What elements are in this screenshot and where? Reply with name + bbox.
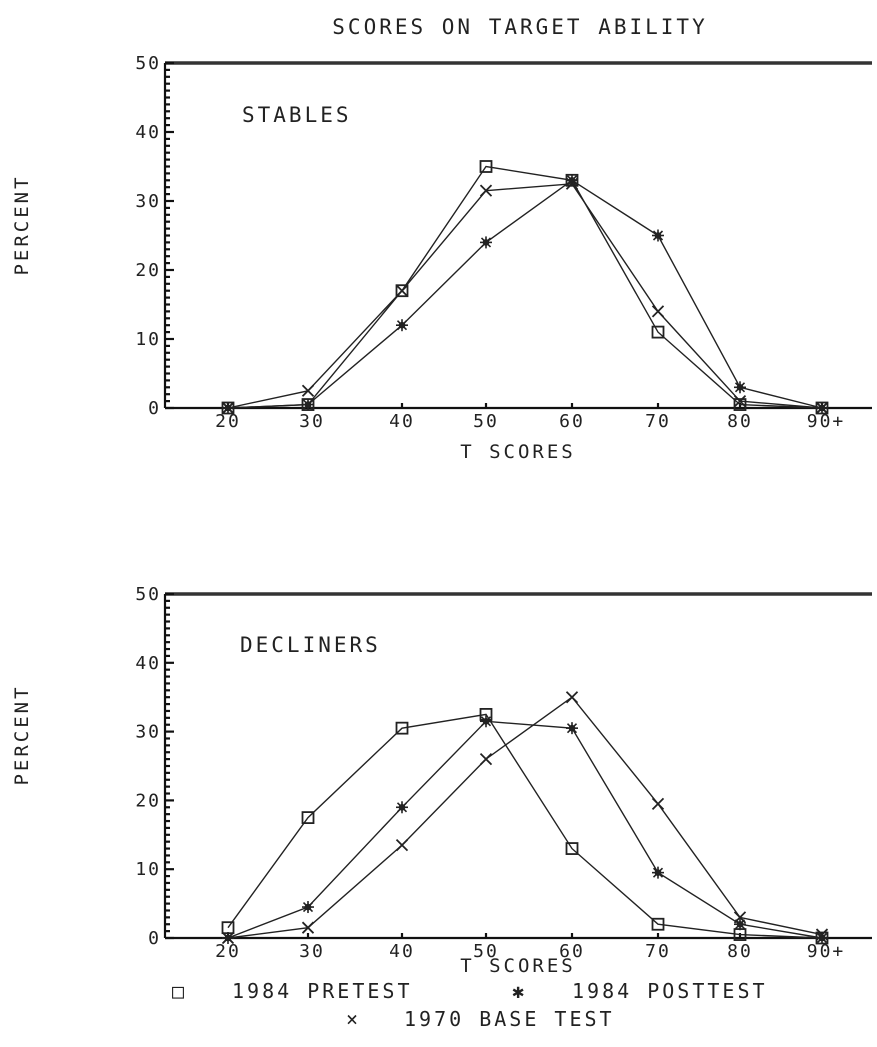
x-tick-label: 90+ [807,941,846,962]
data-point [651,917,665,931]
legend-symbol-pretest: □ [172,979,187,1003]
data-point [301,921,315,934]
data-point [651,325,665,339]
data-point [651,305,665,318]
y-tick-label: 40 [135,653,161,674]
data-point [396,801,408,814]
x-tick-label: 60 [559,941,585,962]
data-point [652,866,664,879]
data-point [395,838,409,852]
y-tick-label: 50 [135,53,161,74]
y-tick-label: 10 [135,329,161,350]
data-point [395,284,409,298]
data-point [733,911,747,924]
series-star [222,715,828,944]
x-tick-label: 40 [389,941,415,962]
series-line [227,179,823,409]
legend-label-pretest: 1984 PRETEST [232,979,413,1003]
y-axis-title-decliners: PERCENT [11,684,33,785]
series-square [221,160,829,415]
panel-label-stables: STABLES [242,103,352,127]
x-tick-label: 90+ [807,411,846,432]
data-point [565,177,579,190]
data-point [221,401,235,415]
x-tick-label: 70 [645,411,671,432]
x-tick-label: 30 [299,941,325,962]
data-point [479,752,493,766]
x-tick-label: 50 [473,411,499,432]
x-tick-label: 50 [473,941,499,962]
series-line [227,183,823,409]
y-tick-label: 30 [135,191,161,212]
data-point [301,384,315,397]
data-point [652,229,664,242]
series-square [221,708,829,945]
x-tick-label: 60 [559,411,585,432]
y-tick-label: 30 [135,722,161,743]
data-point [480,236,492,249]
y-tick-label: 20 [135,790,161,811]
series-x [221,691,829,945]
data-point [479,184,493,197]
data-point [815,401,829,415]
data-point [733,398,747,411]
data-point [302,901,314,914]
data-point [480,715,492,728]
series-line [227,165,823,409]
x-tick-label: 80 [727,941,753,962]
chart-title: SCORES ON TARGET ABILITY [332,15,707,39]
x-tick-label: 20 [215,411,241,432]
data-point [302,398,314,411]
data-point [565,691,579,704]
panel-label-decliners: DECLINERS [240,633,381,657]
data-point [395,721,409,735]
legend-symbol-base-test: × [346,1007,361,1031]
legend-label-posttest: 1984 POSTTEST [572,979,768,1003]
y-tick-label: 0 [148,398,161,419]
series-star [222,174,828,414]
data-point [734,918,746,931]
stables-panel: STABLES PERCENT T SCORES 0 10 20 30 40 50 20 30… [11,53,872,463]
data-point [301,811,315,824]
series-x [221,177,829,415]
legend-label-base-test: 1970 BASE TEST [404,1007,615,1031]
data-point [815,928,829,941]
y-axis-title-stables: PERCENT [11,174,33,275]
data-point [734,381,746,394]
y-tick-label: 50 [135,584,161,605]
data-point [651,797,665,810]
x-tick-label: 20 [215,941,241,962]
x-tick-label: 70 [645,941,671,962]
legend-symbol-posttest: ✱ [512,979,527,1003]
y-tick-label: 0 [148,928,161,949]
data-point [396,319,408,332]
y-tick-label: 20 [135,260,161,281]
decliners-panel: DECLINERS PERCENT T SCORES 0 10 20 30 40 50 20… [11,584,872,977]
x-axis-title-decliners: T SCORES [460,955,576,977]
x-axis-title-stables: T SCORES [460,441,576,463]
y-tick-label: 10 [135,859,161,880]
series-line [227,713,823,939]
x-tick-label: 80 [727,411,753,432]
data-point [733,394,747,408]
data-point [221,931,235,945]
series-line [227,696,823,939]
data-point [479,160,493,173]
y-tick-label: 40 [135,122,161,143]
series-line [227,720,823,939]
data-point [566,722,578,735]
data-point [395,284,409,297]
chart-legend: □ 1984 PRETEST ✱ 1984 POSTTEST × 1970 BA… [172,979,768,1031]
x-tick-label: 40 [389,411,415,432]
x-tick-label: 30 [299,411,325,432]
data-point [565,842,579,855]
